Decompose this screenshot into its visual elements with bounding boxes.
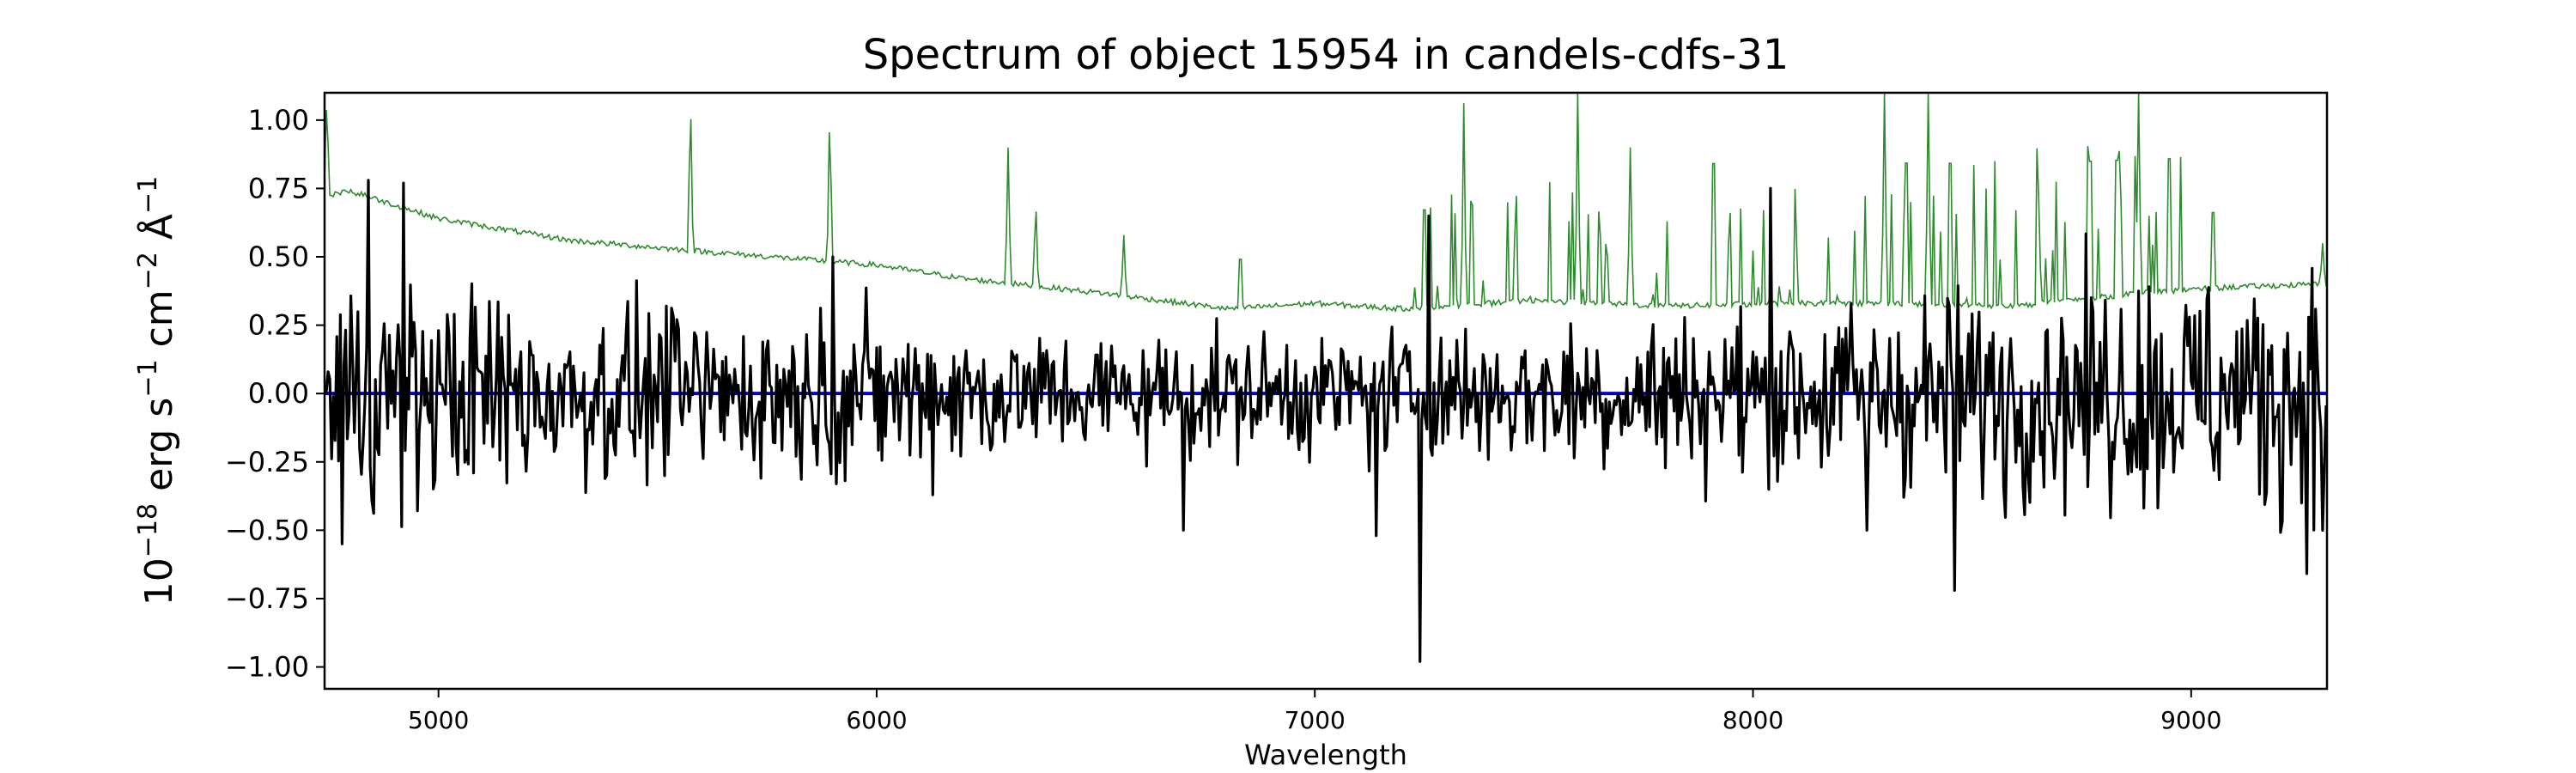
y-axis-label-base: 10: [137, 557, 181, 606]
y-tick-label: −0.50: [225, 514, 309, 546]
x-tick-label: 9000: [2160, 706, 2221, 734]
y-axis-label-angstrom-exponent: −1: [133, 176, 163, 214]
y-tick-label: 0.50: [248, 240, 309, 273]
flux-spectrum-line: [325, 179, 2327, 663]
y-tick-label: 0.25: [248, 309, 309, 342]
y-axis: −1.00 −0.75 −0.50 −0.25 0.00 0.25 0.50 0.75 1.00: [225, 104, 325, 684]
y-tick-label: −0.75: [225, 582, 309, 615]
y-tick-label: 1.00: [248, 104, 309, 137]
x-axis-label: Wavelength: [1244, 739, 1407, 771]
y-axis-label-cm: cm: [137, 289, 181, 347]
plot-frame: [323, 91, 2329, 691]
x-tick-label: 6000: [846, 706, 907, 734]
y-tick-label: 0.00: [248, 377, 309, 410]
y-tick-label: −1.00: [225, 651, 309, 684]
y-axis-label-angstrom: Å: [136, 214, 181, 240]
y-tick-label: −0.25: [225, 446, 309, 478]
y-axis-label-cm-exponent: −2: [133, 252, 163, 289]
x-tick-label: 5000: [408, 706, 469, 734]
y-axis-label: 10−18 erg s−1 cm−2 Å−1: [133, 176, 181, 606]
chart-title: Spectrum of object 15954 in candels-cdfs…: [863, 31, 1789, 79]
x-tick-label: 8000: [1722, 706, 1783, 734]
y-tick-label: 0.75: [248, 172, 309, 204]
y-axis-label-erg: erg: [137, 429, 181, 491]
y-axis-label-base-exponent: −18: [133, 503, 163, 557]
x-tick-label: 7000: [1285, 706, 1346, 734]
y-axis-label-s-exponent: −1: [133, 359, 163, 397]
y-axis-label-s: s: [137, 398, 181, 417]
x-axis: 5000 6000 7000 8000 9000: [408, 689, 2221, 734]
error-spectrum-line: [325, 93, 2327, 313]
plot-content: [325, 93, 2327, 663]
